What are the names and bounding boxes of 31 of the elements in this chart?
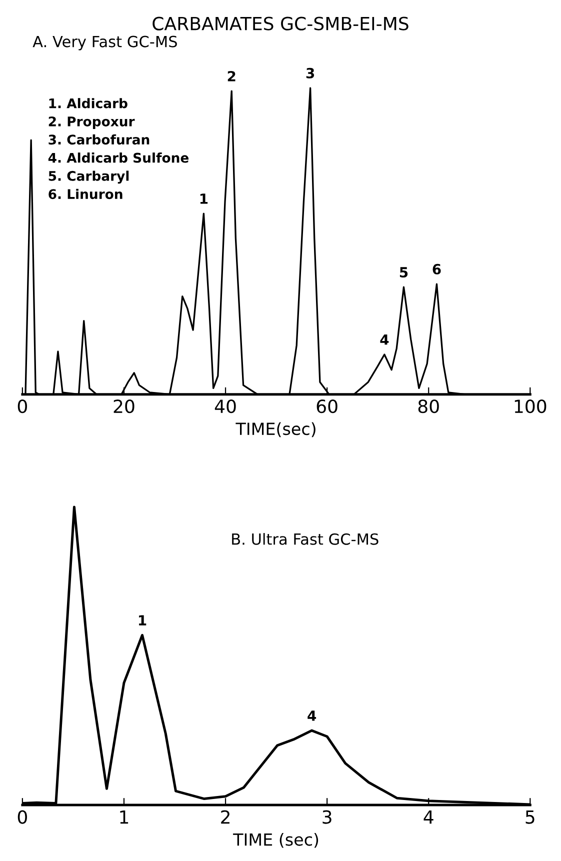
annotation: 1 — [200, 194, 208, 204]
x-tick-label: 1 — [120, 810, 128, 824]
annotation: 2 — [228, 70, 236, 82]
chart-title: CARBAMATES GC-SMB-EI-MS — [152, 16, 408, 30]
annotation: 3. Carbofuran — [48, 134, 150, 145]
x-tick-label: 2 — [221, 810, 230, 824]
chart-subtitle: A. Very Fast GC-MS — [32, 36, 177, 50]
x-axis-title: TIME(sec) — [236, 422, 316, 438]
annotation: 1 — [138, 615, 146, 626]
text: B. Ultra Fast GC-MS — [232, 533, 378, 545]
x-tick-label: 4 — [424, 810, 434, 824]
x-tick-label: 0 — [18, 810, 27, 824]
x-tick-label: 0 — [18, 400, 27, 414]
annotation: 5 — [400, 267, 408, 278]
x-tick-label: 40 — [214, 400, 236, 414]
x-axis-title: TIME (sec) — [233, 832, 318, 848]
annotation: 2. Propoxur — [48, 116, 135, 129]
x-tick-label: 20 — [114, 400, 134, 414]
annotation: 3 — [306, 68, 314, 78]
x-tick-label: 3 — [322, 810, 332, 824]
x-tick-label: 5 — [526, 810, 534, 824]
annotation: 4 — [308, 710, 316, 721]
annotation: 4. Aldicarb Sulfone — [48, 152, 189, 163]
annotation: 4 — [380, 334, 389, 345]
annotation: 5. Carbaryl — [48, 170, 129, 184]
annotation: 6. Linuron — [48, 188, 122, 200]
annotation: 6 — [432, 264, 441, 274]
x-tick-label: 100 — [514, 400, 546, 414]
x-tick-label: 80 — [418, 400, 439, 414]
x-tick-label: 60 — [316, 400, 338, 414]
annotation: 1. Aldicarb — [49, 98, 128, 108]
